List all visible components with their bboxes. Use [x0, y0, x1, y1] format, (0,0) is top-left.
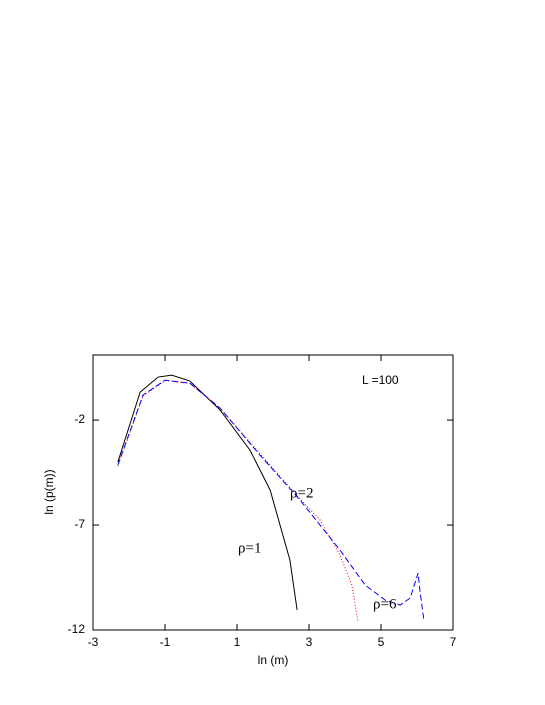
- y-tick-label: -2: [74, 412, 85, 426]
- y-tick-label: -7: [74, 517, 85, 531]
- x-tick-label: 3: [306, 635, 313, 649]
- series-label: ρ=6: [373, 596, 397, 612]
- series-line: [117, 379, 425, 620]
- x-tick-label: 7: [450, 635, 457, 649]
- series-label: ρ=1: [238, 540, 261, 556]
- x-tick-label: -1: [160, 635, 171, 649]
- series-line: [117, 380, 359, 622]
- x-axis-label: ln (m): [258, 653, 289, 667]
- series-line: [117, 374, 298, 611]
- x-tick-label: -3: [88, 635, 99, 649]
- y-tick-label: -12: [68, 622, 86, 636]
- x-tick-label: 5: [378, 635, 385, 649]
- plot-frame: [92, 354, 454, 631]
- annotation: L =100: [362, 373, 399, 387]
- y-axis-label: ln (p(m)): [42, 469, 56, 514]
- series-label: ρ=2: [290, 485, 313, 501]
- x-tick-label: 1: [234, 635, 241, 649]
